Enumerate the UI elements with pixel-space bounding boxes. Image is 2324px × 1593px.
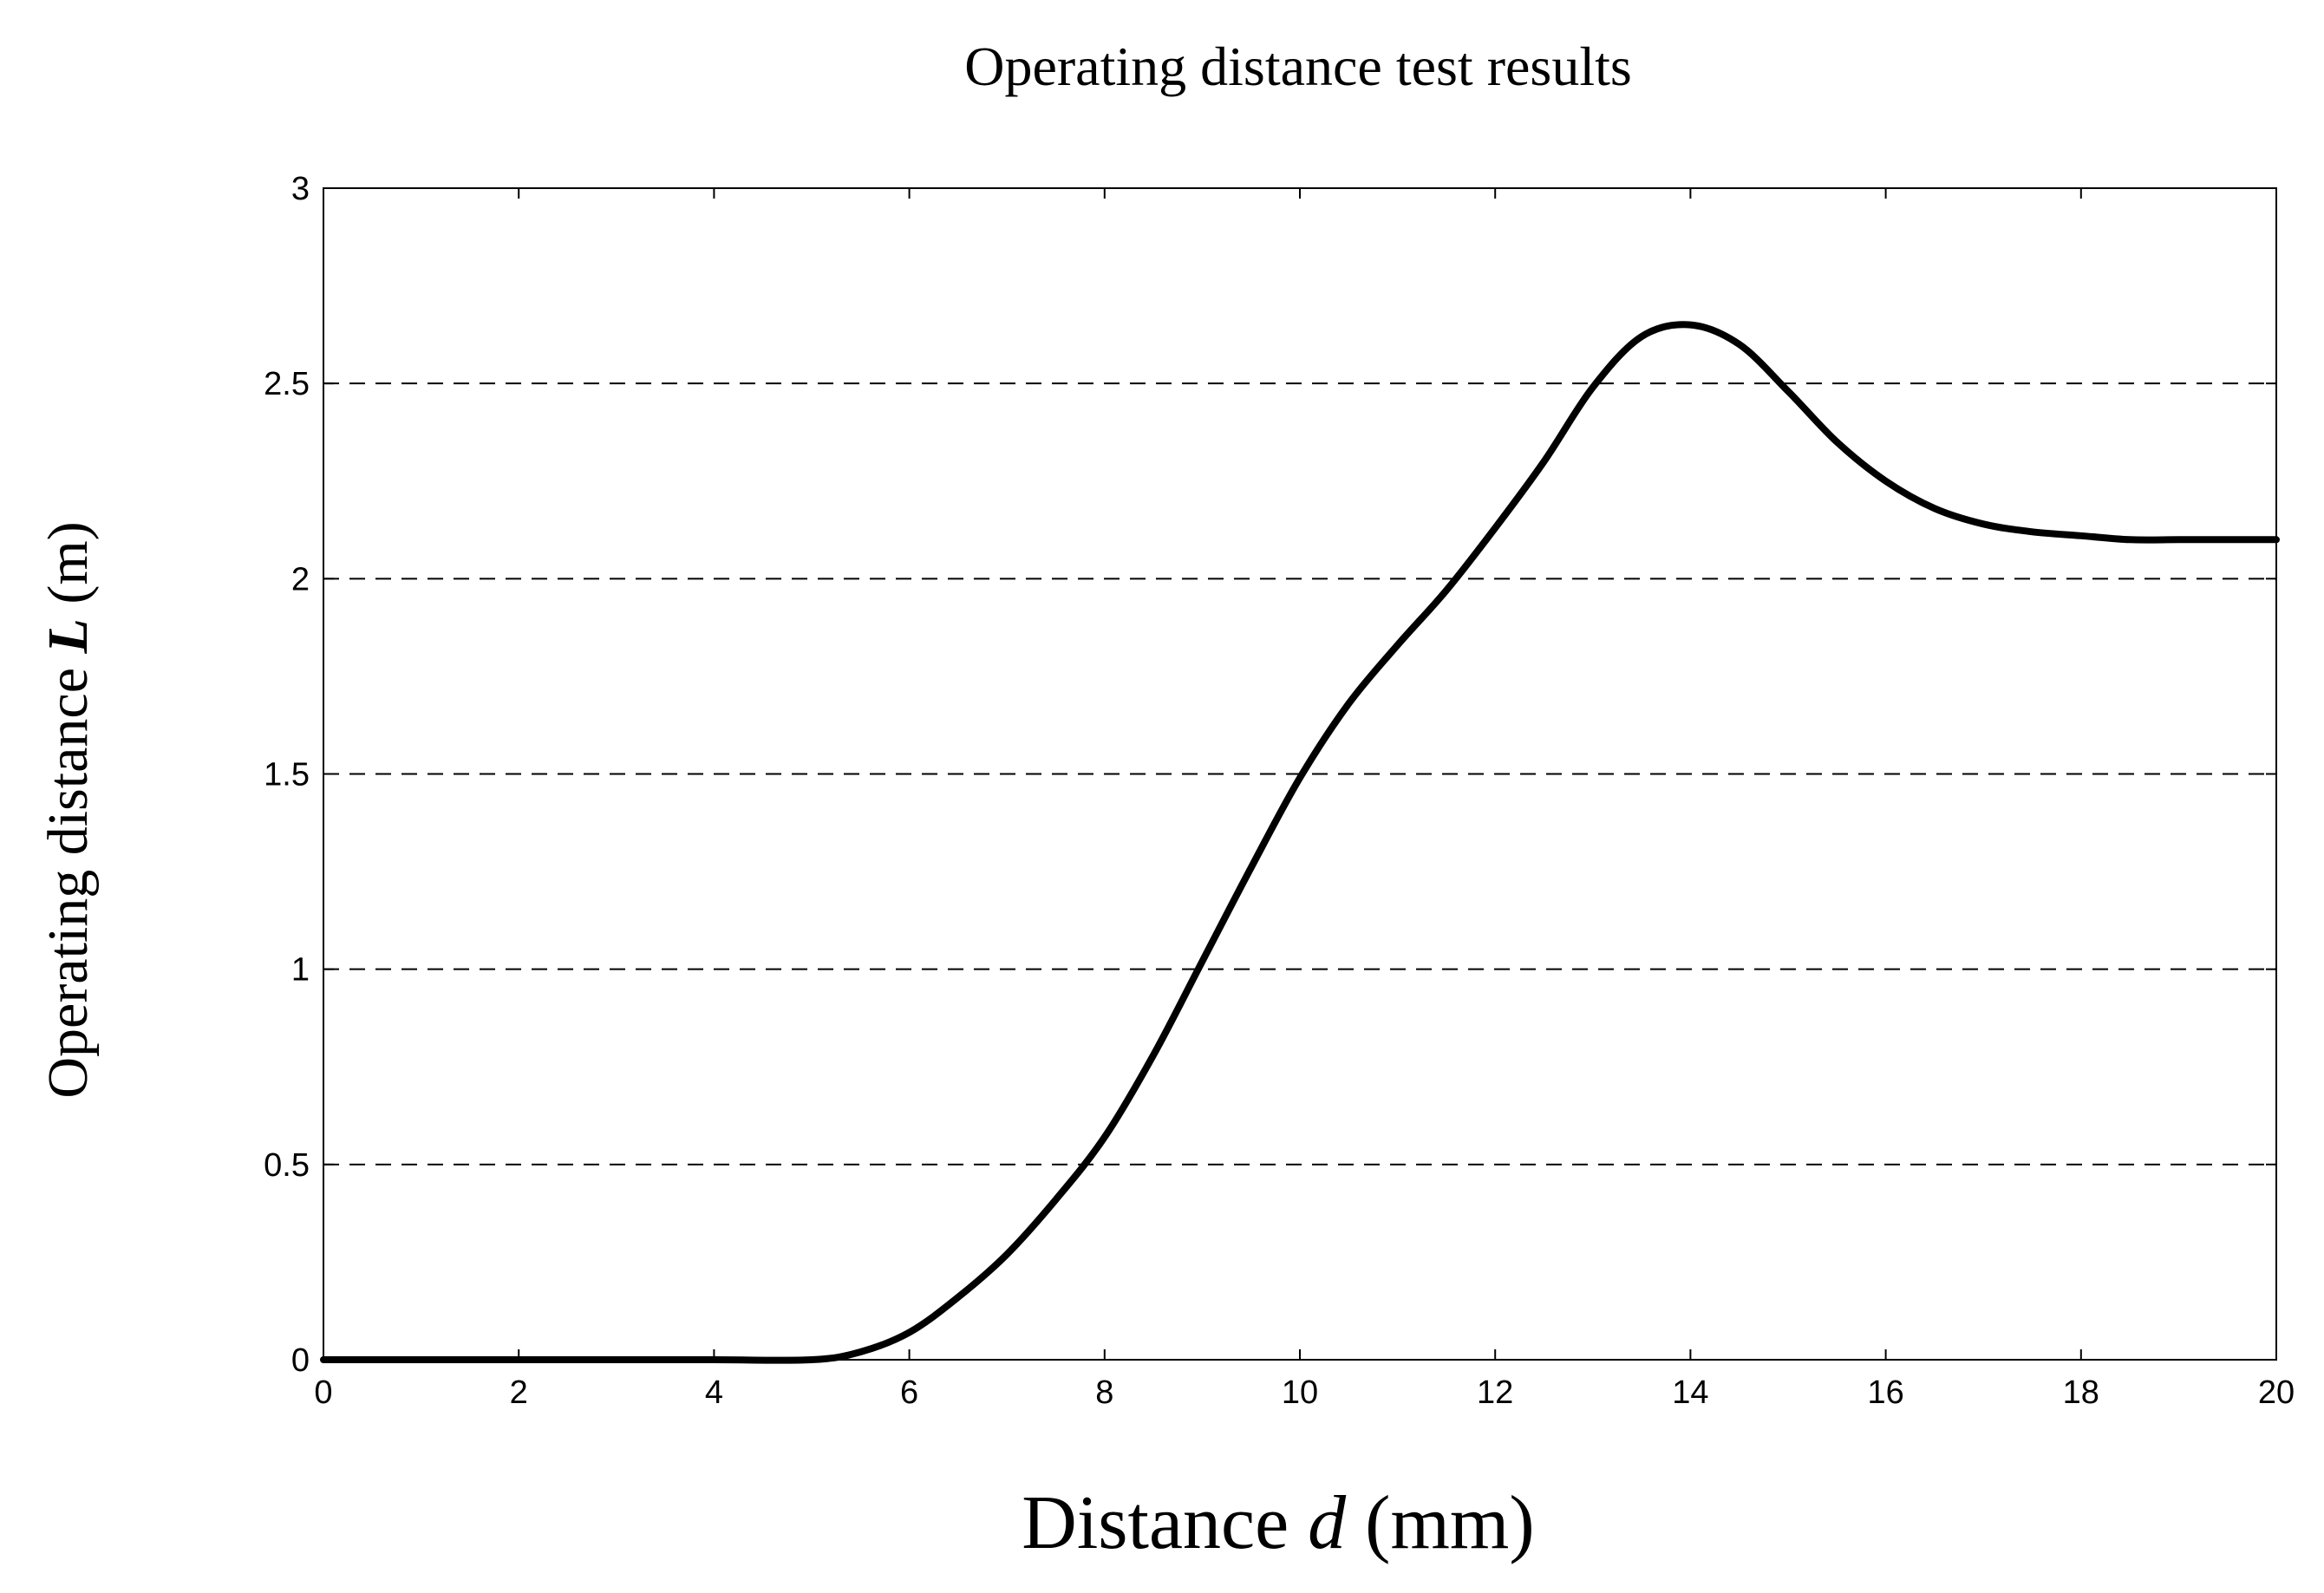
x-tick-label: 20 [2258,1374,2295,1411]
series-line-0 [320,321,2280,1364]
y-tick-label: 2.5 [264,366,310,402]
y-tick-label: 0.5 [264,1147,310,1184]
x-tick-label: 6 [900,1374,918,1411]
y-tick-label: 3 [291,171,310,207]
y-tick-label: 2 [291,561,310,597]
x-tick-label: 14 [1672,1374,1708,1411]
y-axis-label-suffix: (m) [36,521,100,618]
series-layer [320,321,2280,1364]
y-tick-label: 1 [291,952,310,989]
x-axis-label-variable: d [1308,1481,1347,1565]
x-tick-label: 12 [1477,1374,1513,1411]
x-tick-label: 16 [1867,1374,1903,1411]
x-tick-label: 2 [510,1374,528,1411]
axis-ticks: 0 2 4 6 8 10 12 14 16 18 20 0 0.5 1 1.5 2 2.5 3 [264,171,2295,1411]
x-axis-label-suffix: (mm) [1346,1481,1535,1565]
x-axis-label: Distance d (mm) [1022,1481,1534,1565]
x-axis-label-prefix: Distance [1022,1481,1308,1565]
chart-title: Operating distance test results [964,36,1632,97]
x-tick-label: 4 [705,1374,723,1411]
y-tick-label: 0 [291,1342,310,1379]
y-axis-label: Operating distance L (m) [36,521,100,1098]
x-tick-label: 8 [1095,1374,1113,1411]
y-axis-label-variable: L [36,618,100,654]
y-axis-label-prefix: Operating distance [36,653,100,1098]
y-tick-label: 1.5 [264,757,310,793]
x-tick-label: 10 [1282,1374,1318,1411]
x-tick-label: 0 [314,1374,332,1411]
x-tick-label: 18 [2063,1374,2099,1411]
